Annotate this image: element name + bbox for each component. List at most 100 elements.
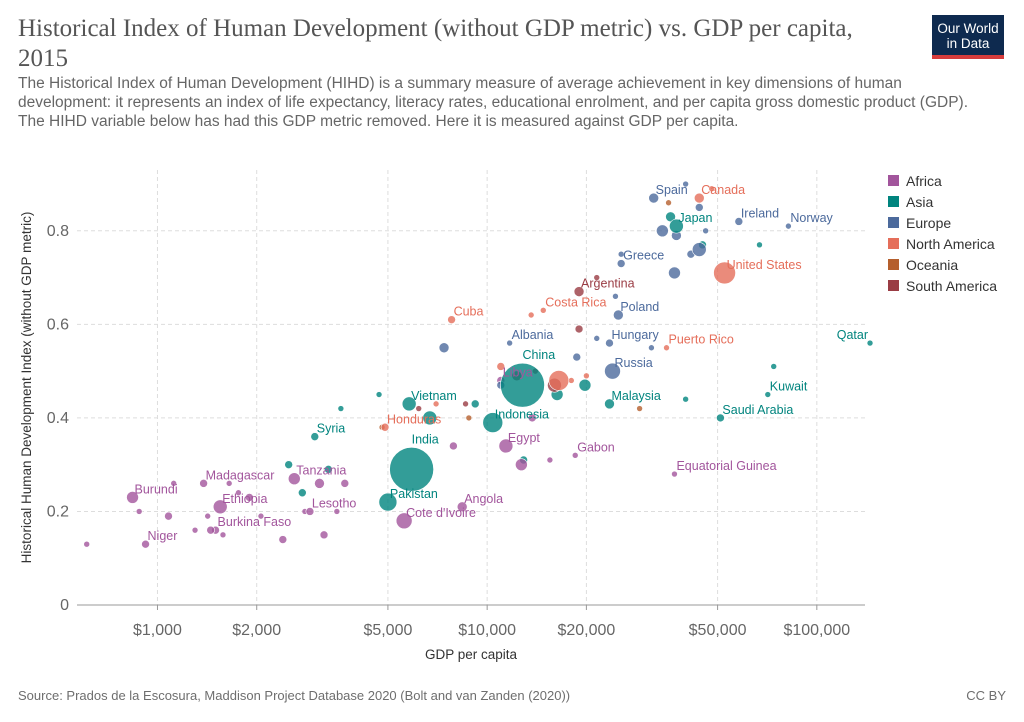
legend-item[interactable]: Asia: [888, 191, 997, 212]
data-point[interactable]: [713, 261, 736, 285]
data-point[interactable]: [170, 480, 178, 487]
data-point[interactable]: [337, 405, 345, 412]
data-point[interactable]: [422, 410, 438, 426]
data-point[interactable]: [671, 470, 678, 478]
data-point[interactable]: [235, 489, 242, 497]
data-point[interactable]: [206, 525, 215, 535]
data-point[interactable]: [578, 378, 592, 392]
data-point[interactable]: [617, 250, 625, 258]
data-point[interactable]: [135, 508, 143, 515]
data-point[interactable]: [716, 413, 725, 423]
data-point[interactable]: [310, 432, 320, 441]
data-point[interactable]: [287, 472, 301, 486]
data-point[interactable]: [462, 400, 469, 408]
data-point[interactable]: [756, 241, 763, 249]
data-point[interactable]: [219, 531, 227, 539]
data-point[interactable]: [191, 526, 199, 534]
data-point[interactable]: [333, 508, 341, 515]
data-point[interactable]: [225, 480, 233, 487]
data-point[interactable]: [583, 372, 590, 380]
data-point[interactable]: [245, 493, 254, 502]
data-point[interactable]: [573, 286, 585, 297]
license-note[interactable]: CC BY: [966, 688, 1006, 703]
data-point[interactable]: [298, 488, 307, 498]
data-point[interactable]: [340, 479, 350, 488]
data-point[interactable]: [164, 511, 173, 521]
data-point[interactable]: [506, 339, 513, 347]
data-point[interactable]: [663, 344, 670, 352]
data-point[interactable]: [668, 266, 681, 280]
data-point[interactable]: [648, 344, 655, 352]
data-point[interactable]: [694, 203, 704, 212]
owid-logo[interactable]: Our World in Data: [932, 15, 1004, 59]
data-point[interactable]: [456, 501, 468, 513]
data-point[interactable]: [708, 185, 716, 193]
legend-item[interactable]: Oceania: [888, 254, 997, 275]
data-point[interactable]: [604, 362, 621, 380]
data-point[interactable]: [470, 399, 480, 409]
data-point[interactable]: [278, 535, 288, 544]
data-point[interactable]: [656, 224, 669, 238]
data-point[interactable]: [83, 540, 91, 548]
data-point[interactable]: [648, 192, 659, 204]
data-point[interactable]: [527, 311, 535, 319]
data-point[interactable]: [612, 292, 619, 300]
data-point[interactable]: [764, 391, 772, 398]
data-point[interactable]: [500, 362, 545, 408]
data-point[interactable]: [126, 491, 139, 504]
data-point[interactable]: [665, 199, 672, 207]
data-point[interactable]: [432, 400, 440, 408]
data-point[interactable]: [568, 377, 575, 384]
data-point[interactable]: [305, 507, 315, 516]
data-point[interactable]: [447, 315, 456, 324]
data-point[interactable]: [785, 222, 792, 230]
data-point[interactable]: [257, 512, 265, 520]
data-point[interactable]: [324, 465, 333, 474]
data-point[interactable]: [605, 338, 614, 348]
data-point[interactable]: [375, 391, 383, 398]
data-point[interactable]: [616, 259, 626, 268]
data-point[interactable]: [613, 309, 624, 321]
legend-item[interactable]: Europe: [888, 212, 997, 233]
data-point[interactable]: [572, 352, 582, 362]
data-point[interactable]: [593, 335, 601, 342]
data-point[interactable]: [498, 438, 514, 454]
data-point[interactable]: [682, 395, 689, 403]
data-point[interactable]: [702, 227, 709, 235]
legend-item[interactable]: Africa: [888, 170, 997, 191]
data-point[interactable]: [496, 362, 506, 371]
data-point[interactable]: [415, 405, 423, 412]
data-point[interactable]: [378, 492, 398, 512]
data-point[interactable]: [593, 274, 601, 281]
data-point[interactable]: [515, 458, 528, 471]
data-point[interactable]: [539, 307, 547, 314]
data-point[interactable]: [482, 412, 504, 433]
data-point[interactable]: [212, 499, 228, 515]
data-point[interactable]: [284, 460, 293, 469]
legend-item[interactable]: North America: [888, 233, 997, 254]
data-point[interactable]: [548, 370, 570, 391]
data-point[interactable]: [636, 405, 643, 412]
data-point[interactable]: [546, 456, 554, 464]
data-point[interactable]: [527, 413, 537, 423]
data-point[interactable]: [691, 242, 707, 257]
data-point[interactable]: [669, 218, 684, 234]
data-point[interactable]: [449, 441, 458, 451]
data-point[interactable]: [682, 180, 689, 188]
data-point[interactable]: [314, 478, 325, 489]
data-point[interactable]: [401, 396, 417, 412]
data-point[interactable]: [395, 512, 413, 530]
data-point[interactable]: [604, 398, 615, 410]
data-point[interactable]: [380, 422, 390, 432]
data-point[interactable]: [866, 339, 874, 347]
data-point[interactable]: [389, 447, 434, 492]
data-point[interactable]: [141, 539, 150, 549]
legend-item[interactable]: South America: [888, 275, 997, 296]
data-points[interactable]: [83, 180, 874, 549]
data-point[interactable]: [199, 479, 208, 488]
data-point[interactable]: [465, 414, 473, 422]
data-point[interactable]: [438, 342, 450, 354]
data-point[interactable]: [571, 452, 579, 459]
data-point[interactable]: [319, 530, 329, 540]
source-note[interactable]: Source: Prados de la Escosura, Maddison …: [18, 688, 571, 703]
